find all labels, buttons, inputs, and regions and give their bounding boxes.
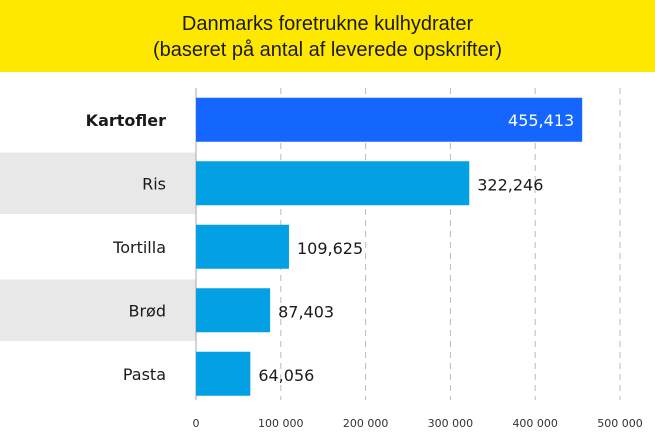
data-label: 455,413 (508, 111, 574, 130)
bar (196, 351, 251, 396)
category-label: Tortilla (112, 238, 166, 257)
x-tick-label: 0 (193, 417, 200, 430)
bar (196, 288, 271, 333)
category-label: Kartofler (86, 111, 166, 130)
chart-title: Danmarks foretrukne kulhydrater (181, 13, 474, 35)
row-band (0, 279, 196, 341)
x-tick-label: 300 000 (428, 417, 474, 430)
x-tick-label: 500 000 (597, 417, 643, 430)
data-label: 87,403 (278, 302, 334, 321)
x-tick-label: 200 000 (343, 417, 389, 430)
data-label: 322,246 (477, 175, 543, 194)
data-label: 109,625 (297, 239, 363, 258)
chart-subtitle: (baseret på antal af leverede opskrifter… (152, 39, 503, 61)
chart-header: Danmarks foretrukne kulhydrater (baseret… (0, 0, 655, 72)
category-label: Ris (142, 174, 166, 193)
category-label: Brød (129, 301, 167, 320)
x-tick-label: 100 000 (258, 417, 304, 430)
bar (196, 97, 583, 142)
category-label: Pasta (123, 365, 166, 384)
row-band (0, 152, 196, 214)
bar (196, 161, 470, 206)
bar (196, 224, 289, 269)
data-label: 64,056 (258, 366, 314, 385)
x-tick-label: 400 000 (512, 417, 558, 430)
